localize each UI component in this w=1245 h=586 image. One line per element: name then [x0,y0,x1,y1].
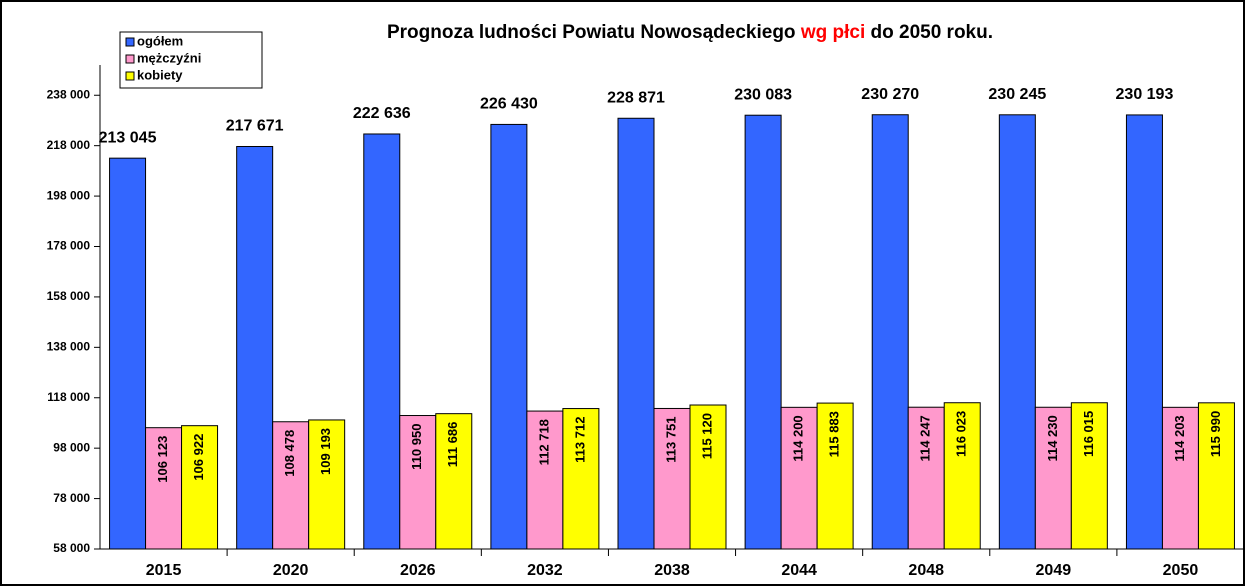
y-tick-label: 238 000 [47,87,91,101]
legend-box [119,31,263,89]
bar [145,427,183,550]
bar [490,123,528,550]
x-tick-label: 2048 [908,562,944,579]
title-part: Prognoza ludności Powiatu Nowosądeckiego [387,22,801,43]
value-label: 114 203 [1172,415,1187,461]
x-tick-label: 2044 [781,562,817,579]
bar [1034,406,1072,550]
y-tick-label: 118 000 [47,390,90,404]
value-label: 116 023 [954,411,969,457]
bar [363,133,401,550]
value-label: 113 712 [572,417,587,463]
value-label: 115 990 [1208,411,1223,457]
bar [1197,402,1235,550]
legend-swatch [125,54,135,64]
value-label: 114 247 [918,415,933,461]
bar [998,114,1036,550]
legend-label: kobiety [137,67,183,82]
bar [816,402,854,550]
x-tick-label: 2026 [400,562,436,579]
value-label: 113 751 [663,416,678,462]
bar [1070,402,1108,550]
value-label: 106 922 [191,434,206,481]
value-label: 217 671 [226,118,284,135]
legend-swatch [125,37,135,47]
bar [181,425,219,550]
bar [526,410,564,550]
y-tick-label: 158 000 [47,289,91,303]
value-label: 109 193 [318,428,333,475]
bar [780,406,818,550]
value-label: 116 015 [1081,411,1096,457]
chart-title: Prognoza ludności Powiatu Nowosądeckiego… [387,22,993,43]
x-tick-label: 2020 [273,562,309,579]
bar [399,415,437,550]
value-label: 230 245 [988,86,1046,103]
value-label: 222 636 [353,105,411,122]
legend-swatch [125,71,135,81]
title-part: do 2050 roku. [865,22,993,43]
x-tick-label: 2050 [1163,562,1199,579]
value-label: 115 883 [827,411,842,457]
value-label: 110 950 [409,424,424,470]
y-tick-label: 178 000 [47,239,91,253]
bar [689,404,727,550]
x-tick-label: 2049 [1036,562,1072,579]
bar [653,407,691,550]
value-label: 230 193 [1116,86,1174,103]
bar [236,145,274,550]
bar [617,117,655,550]
title-highlight: wg płci [800,22,865,43]
value-label: 230 083 [734,86,792,103]
legend-label: ogółem [137,33,183,48]
bar [1161,406,1199,550]
value-label: 228 871 [607,89,665,106]
y-tick-label: 58 000 [53,541,90,555]
bar [907,406,945,550]
bar [1125,114,1163,550]
y-tick-label: 98 000 [53,440,90,454]
value-label: 114 200 [791,415,806,461]
x-tick-label: 2032 [527,562,563,579]
value-label: 226 430 [480,96,538,113]
value-label: 230 270 [861,86,919,103]
value-label: 114 230 [1045,415,1060,461]
bar [744,114,782,550]
value-label: 108 478 [282,430,297,477]
bar [308,419,346,550]
y-tick-label: 138 000 [47,340,91,354]
value-label: 112 718 [536,419,551,465]
bar [109,157,147,550]
x-tick-label: 2038 [654,562,690,579]
value-label: 111 686 [445,422,460,468]
x-tick-label: 2015 [146,562,182,579]
y-tick-label: 218 000 [47,138,91,152]
value-label: 115 120 [699,413,714,459]
y-tick-label: 78 000 [53,491,90,505]
legend-label: mężczyźni [137,50,201,65]
bar [871,114,909,550]
y-tick-label: 198 000 [47,188,91,202]
value-label: 106 123 [155,436,170,483]
value-label: 213 045 [99,129,157,146]
bar [435,413,473,550]
bar [943,402,981,550]
bar [562,408,600,550]
